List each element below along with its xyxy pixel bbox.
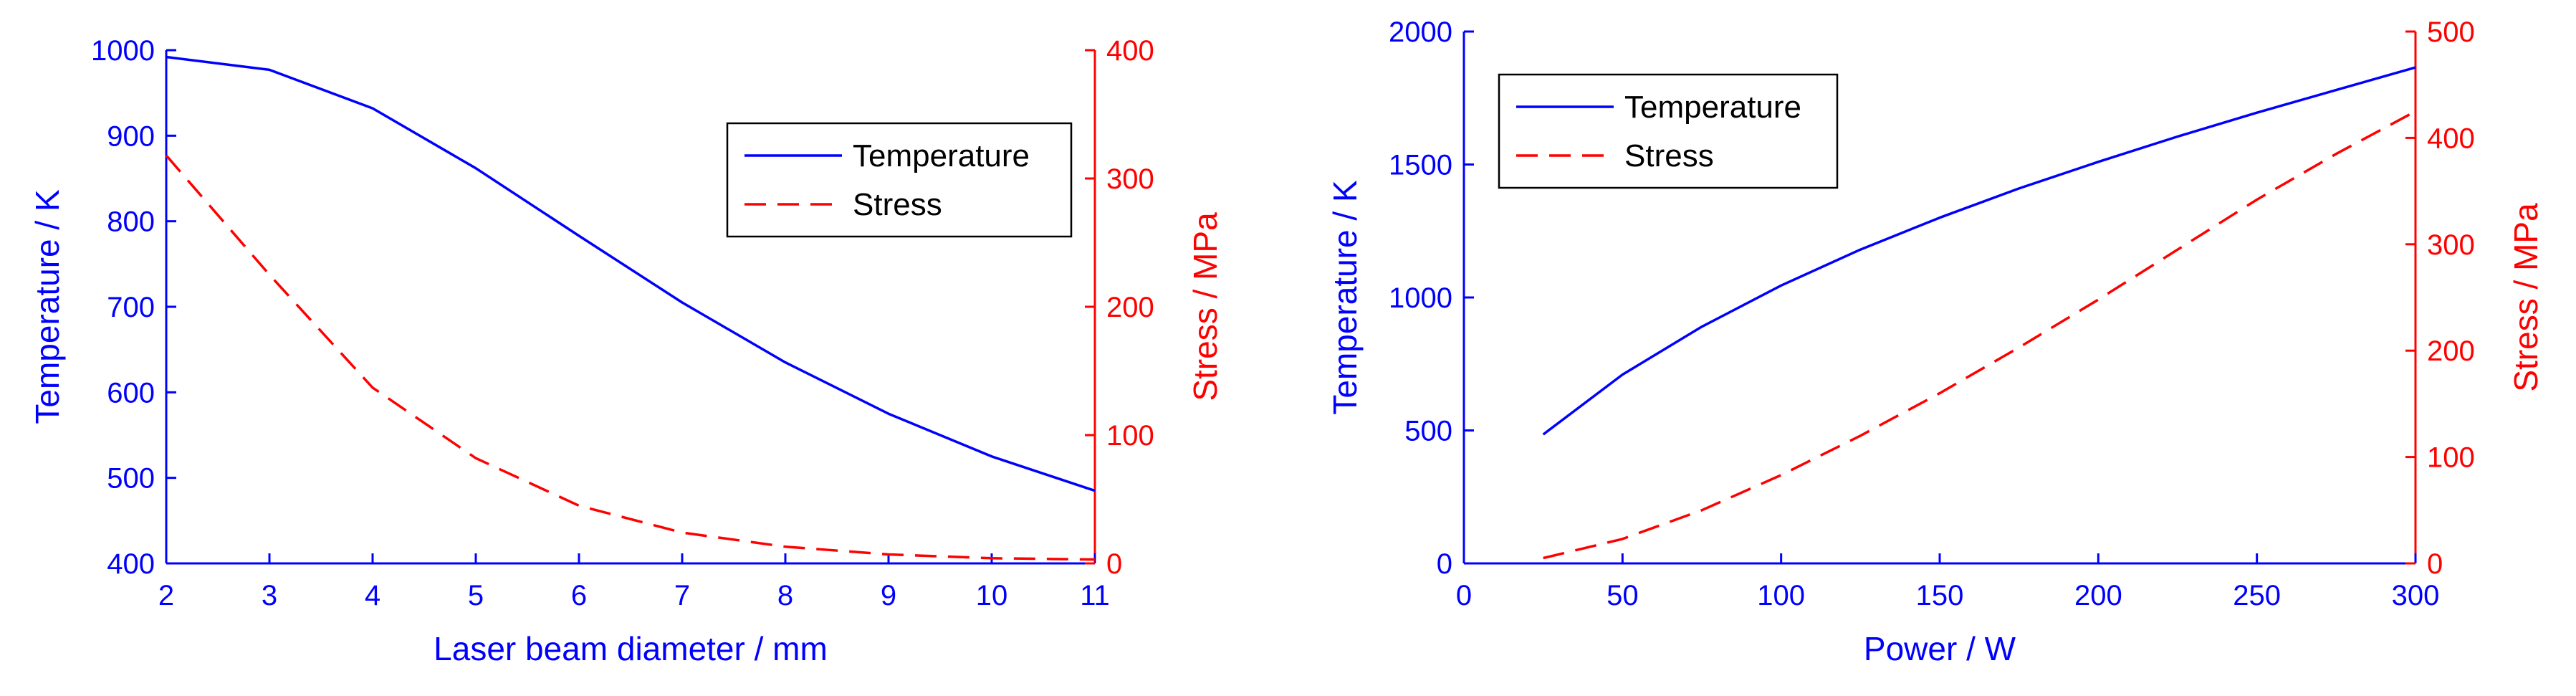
series-line-temperature (166, 55, 1096, 492)
right-y-tick-label: 300 (2427, 229, 2475, 261)
right-y-tick-label: 100 (2427, 442, 2475, 474)
legend-box (1498, 73, 1839, 189)
x-tick-label: 2 (158, 580, 174, 611)
legend-label-temperature: Temperature (853, 138, 1030, 173)
x-tick-label: 4 (365, 580, 380, 611)
left-y-tick-label: 600 (107, 377, 155, 409)
x-axis-label: Power / W (1864, 630, 2016, 667)
x-tick-label: 100 (1757, 580, 1805, 611)
x-tick-label: 3 (262, 580, 277, 611)
x-tick-label: 9 (881, 580, 896, 611)
x-tick-label: 6 (571, 580, 587, 611)
left-y-tick-label: 2000 (1389, 16, 1452, 48)
right-y-tick-label: 500 (2427, 16, 2475, 48)
left-y-tick-label: 900 (107, 120, 155, 152)
x-tick-label: 8 (777, 580, 793, 611)
left-y-tick-label: 1000 (1389, 282, 1452, 314)
x-tick-label: 150 (1916, 580, 1964, 611)
left-y-tick-label: 700 (107, 292, 155, 323)
x-tick-label: 50 (1607, 580, 1639, 611)
left-y-tick-label: 0 (1437, 548, 1452, 580)
left-y-tick-label: 400 (107, 548, 155, 580)
right-y-tick-label: 400 (1106, 35, 1154, 67)
right-y-axis-label: Stress / MPa (1187, 212, 1224, 401)
x-tick-label: 200 (2074, 580, 2122, 611)
right-y-tick-label: 200 (2427, 335, 2475, 367)
right-y-tick-label: 100 (1106, 420, 1154, 452)
x-tick-label: 11 (1080, 580, 1110, 611)
x-tick-label: 5 (468, 580, 484, 611)
left-y-tick-label: 1000 (91, 35, 155, 67)
x-tick-label: 10 (976, 580, 1008, 611)
left-y-tick-label: 500 (1404, 416, 1452, 447)
right-y-tick-label: 200 (1106, 292, 1154, 323)
x-tick-label: 0 (1456, 580, 1472, 611)
chart-2: 0 50 100 150 200 250 3000500100015002000010020… (1326, 16, 2544, 667)
right-y-tick-label: 400 (2427, 123, 2475, 154)
legend-label-stress: Stress (853, 187, 942, 222)
x-tick-label: 7 (674, 580, 690, 611)
legend-label-temperature: Temperature (1624, 90, 1801, 125)
right-y-axis-label: Stress / MPa (2507, 203, 2544, 392)
left-y-tick-label: 500 (107, 463, 155, 495)
right-y-tick-label: 0 (2427, 548, 2443, 580)
legend-box (726, 122, 1073, 238)
series-line-stress (1543, 110, 2416, 560)
left-y-axis-label: Temperature / K (29, 189, 66, 424)
series-line-stress (165, 154, 1096, 561)
chart-1: 2 3 4 5 6 7 8 9 10 11 400 500 600 700 800 900 1000 0 100 20… (29, 35, 1224, 667)
left-y-tick-label: 1500 (1389, 150, 1452, 181)
right-y-tick-label: 0 (1106, 548, 1122, 580)
right-y-tick-label: 300 (1106, 163, 1154, 195)
legend-label-stress: Stress (1624, 138, 1714, 173)
x-tick-label: 300 (2392, 580, 2440, 611)
left-y-axis-label: Temperature / K (1326, 180, 1364, 415)
x-tick-label: 250 (2233, 580, 2281, 611)
series-line-temperature (1542, 66, 2416, 436)
x-axis-label: Laser beam diameter / mm (434, 630, 828, 667)
left-y-tick-label: 800 (107, 206, 155, 238)
